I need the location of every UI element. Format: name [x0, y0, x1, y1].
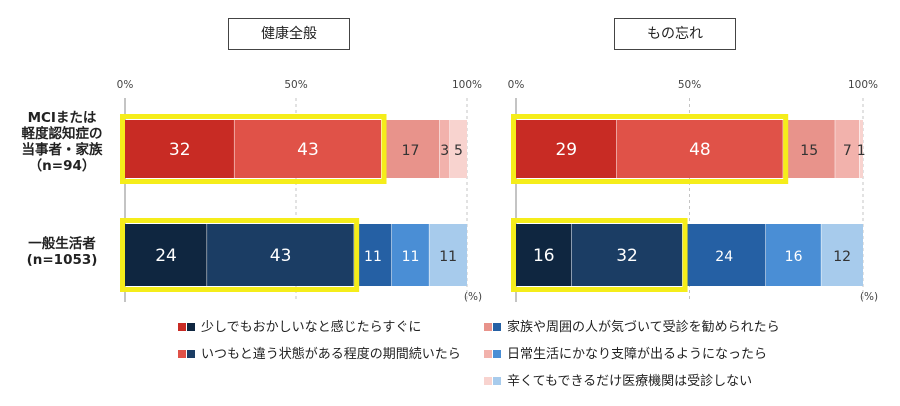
highlight-box: [511, 218, 688, 292]
legend-swatch-mci: [178, 322, 186, 331]
x-tick-label: 100%: [848, 79, 878, 91]
bar-segment: [821, 224, 863, 286]
data-label: 24: [155, 246, 177, 266]
row-label-mci-line: 軽度認知症の: [21, 126, 103, 142]
data-label: 48: [689, 140, 711, 160]
data-label: 32: [169, 140, 191, 160]
legend-label: 少しでもおかしいなと感じたらすぐに: [201, 320, 422, 335]
legend-swatch-general: [187, 322, 195, 331]
legend-item-recommended: 家族や周囲の人が気づいて受診を勧められたら: [484, 319, 780, 337]
legend-swatch-mci: [484, 349, 492, 358]
legend-item-immediately: 少しでもおかしいなと感じたらすぐに: [178, 319, 421, 337]
data-label: 16: [785, 249, 803, 265]
data-label: 17: [402, 143, 420, 159]
data-label: 11: [439, 249, 457, 265]
bar-segment: [859, 120, 863, 178]
bar-segment: [765, 224, 822, 286]
data-label: 24: [715, 249, 733, 265]
unit-label: (%): [860, 291, 878, 303]
x-tick-label: 0%: [508, 79, 525, 91]
bar-segment: [516, 224, 572, 286]
bar-segment: [682, 224, 766, 286]
bar-segment: [381, 120, 440, 178]
x-tick-label: 100%: [452, 79, 482, 91]
bar-segment: [449, 120, 467, 178]
data-label: 43: [270, 246, 292, 266]
legend-label: いつもと違う状態がある程度の期間続いたら: [201, 347, 461, 362]
row-label-mci-line: （n=94）: [28, 158, 96, 174]
legend-swatch-general: [493, 349, 501, 358]
data-label: 15: [800, 143, 818, 159]
bar-segment: [516, 120, 617, 178]
data-label: 3: [440, 143, 449, 159]
legend-swatch-general: [493, 322, 501, 331]
data-label: 16: [533, 246, 555, 266]
bar-segment: [571, 224, 683, 286]
highlight-box: [120, 114, 387, 184]
data-label: 29: [555, 140, 577, 160]
row-label-general: 一般生活者 (n=1053): [4, 236, 120, 268]
bar-segment: [207, 224, 355, 286]
data-label: 1: [857, 143, 866, 159]
data-label: 43: [297, 140, 319, 160]
bar-segment: [354, 224, 392, 286]
panel-title-health: 健康全般: [228, 18, 350, 50]
bar-segment: [439, 120, 450, 178]
legend-label: 辛くてもできるだけ医療機関は受診しない: [507, 374, 753, 389]
bar-segment: [234, 120, 382, 178]
highlight-box: [511, 114, 789, 184]
x-tick-label: 0%: [117, 79, 134, 91]
row-label-mci: MCIまたは 軽度認知症の 当事者・家族 （n=94）: [4, 110, 120, 174]
x-tick-label: 50%: [678, 79, 701, 91]
data-label: 12: [833, 249, 851, 265]
row-label-mci-line: MCIまたは: [27, 110, 97, 126]
bar-segment: [783, 120, 836, 178]
data-label: 32: [616, 246, 638, 266]
data-label: 11: [364, 249, 382, 265]
bar-segment: [125, 120, 235, 178]
x-tick-label: 50%: [284, 79, 307, 91]
data-label: 5: [454, 143, 463, 159]
panel-title-forgetfulness: もの忘れ: [614, 18, 736, 50]
bar-segment: [835, 120, 860, 178]
legend-item-no-visit: 辛くてもできるだけ医療機関は受診しない: [484, 373, 752, 391]
row-label-general-line: 一般生活者: [28, 236, 96, 252]
bar-segment: [429, 224, 467, 286]
row-label-mci-line: 当事者・家族: [21, 142, 103, 158]
legend-label: 家族や周囲の人が気づいて受診を勧められたら: [507, 320, 780, 335]
legend-swatch-mci: [484, 322, 492, 331]
legend-item-after-period: いつもと違う状態がある程度の期間続いたら: [178, 346, 461, 364]
legend-swatch-general: [187, 349, 195, 358]
legend-item-daily-life: 日常生活にかなり支障が出るようになったら: [484, 346, 767, 364]
legend-swatch-general: [493, 376, 501, 385]
unit-label: (%): [464, 291, 482, 303]
legend-label: 日常生活にかなり支障が出るようになったら: [507, 347, 768, 362]
bar-segment: [391, 224, 430, 286]
data-label: 7: [843, 143, 852, 159]
bar-segment: [125, 224, 208, 286]
data-label: 11: [402, 249, 420, 265]
bar-segment: [616, 120, 784, 178]
stacked-bar-charts: 0% 50% 100% (%) 32 43 17 3 5 24 43 11 11 11 0% 50% 100% (…: [117, 79, 878, 303]
row-label-general-line: (n=1053): [26, 252, 98, 268]
legend-swatch-mci: [484, 376, 492, 385]
highlight-box: [120, 218, 360, 292]
legend-swatch-mci: [178, 349, 186, 358]
